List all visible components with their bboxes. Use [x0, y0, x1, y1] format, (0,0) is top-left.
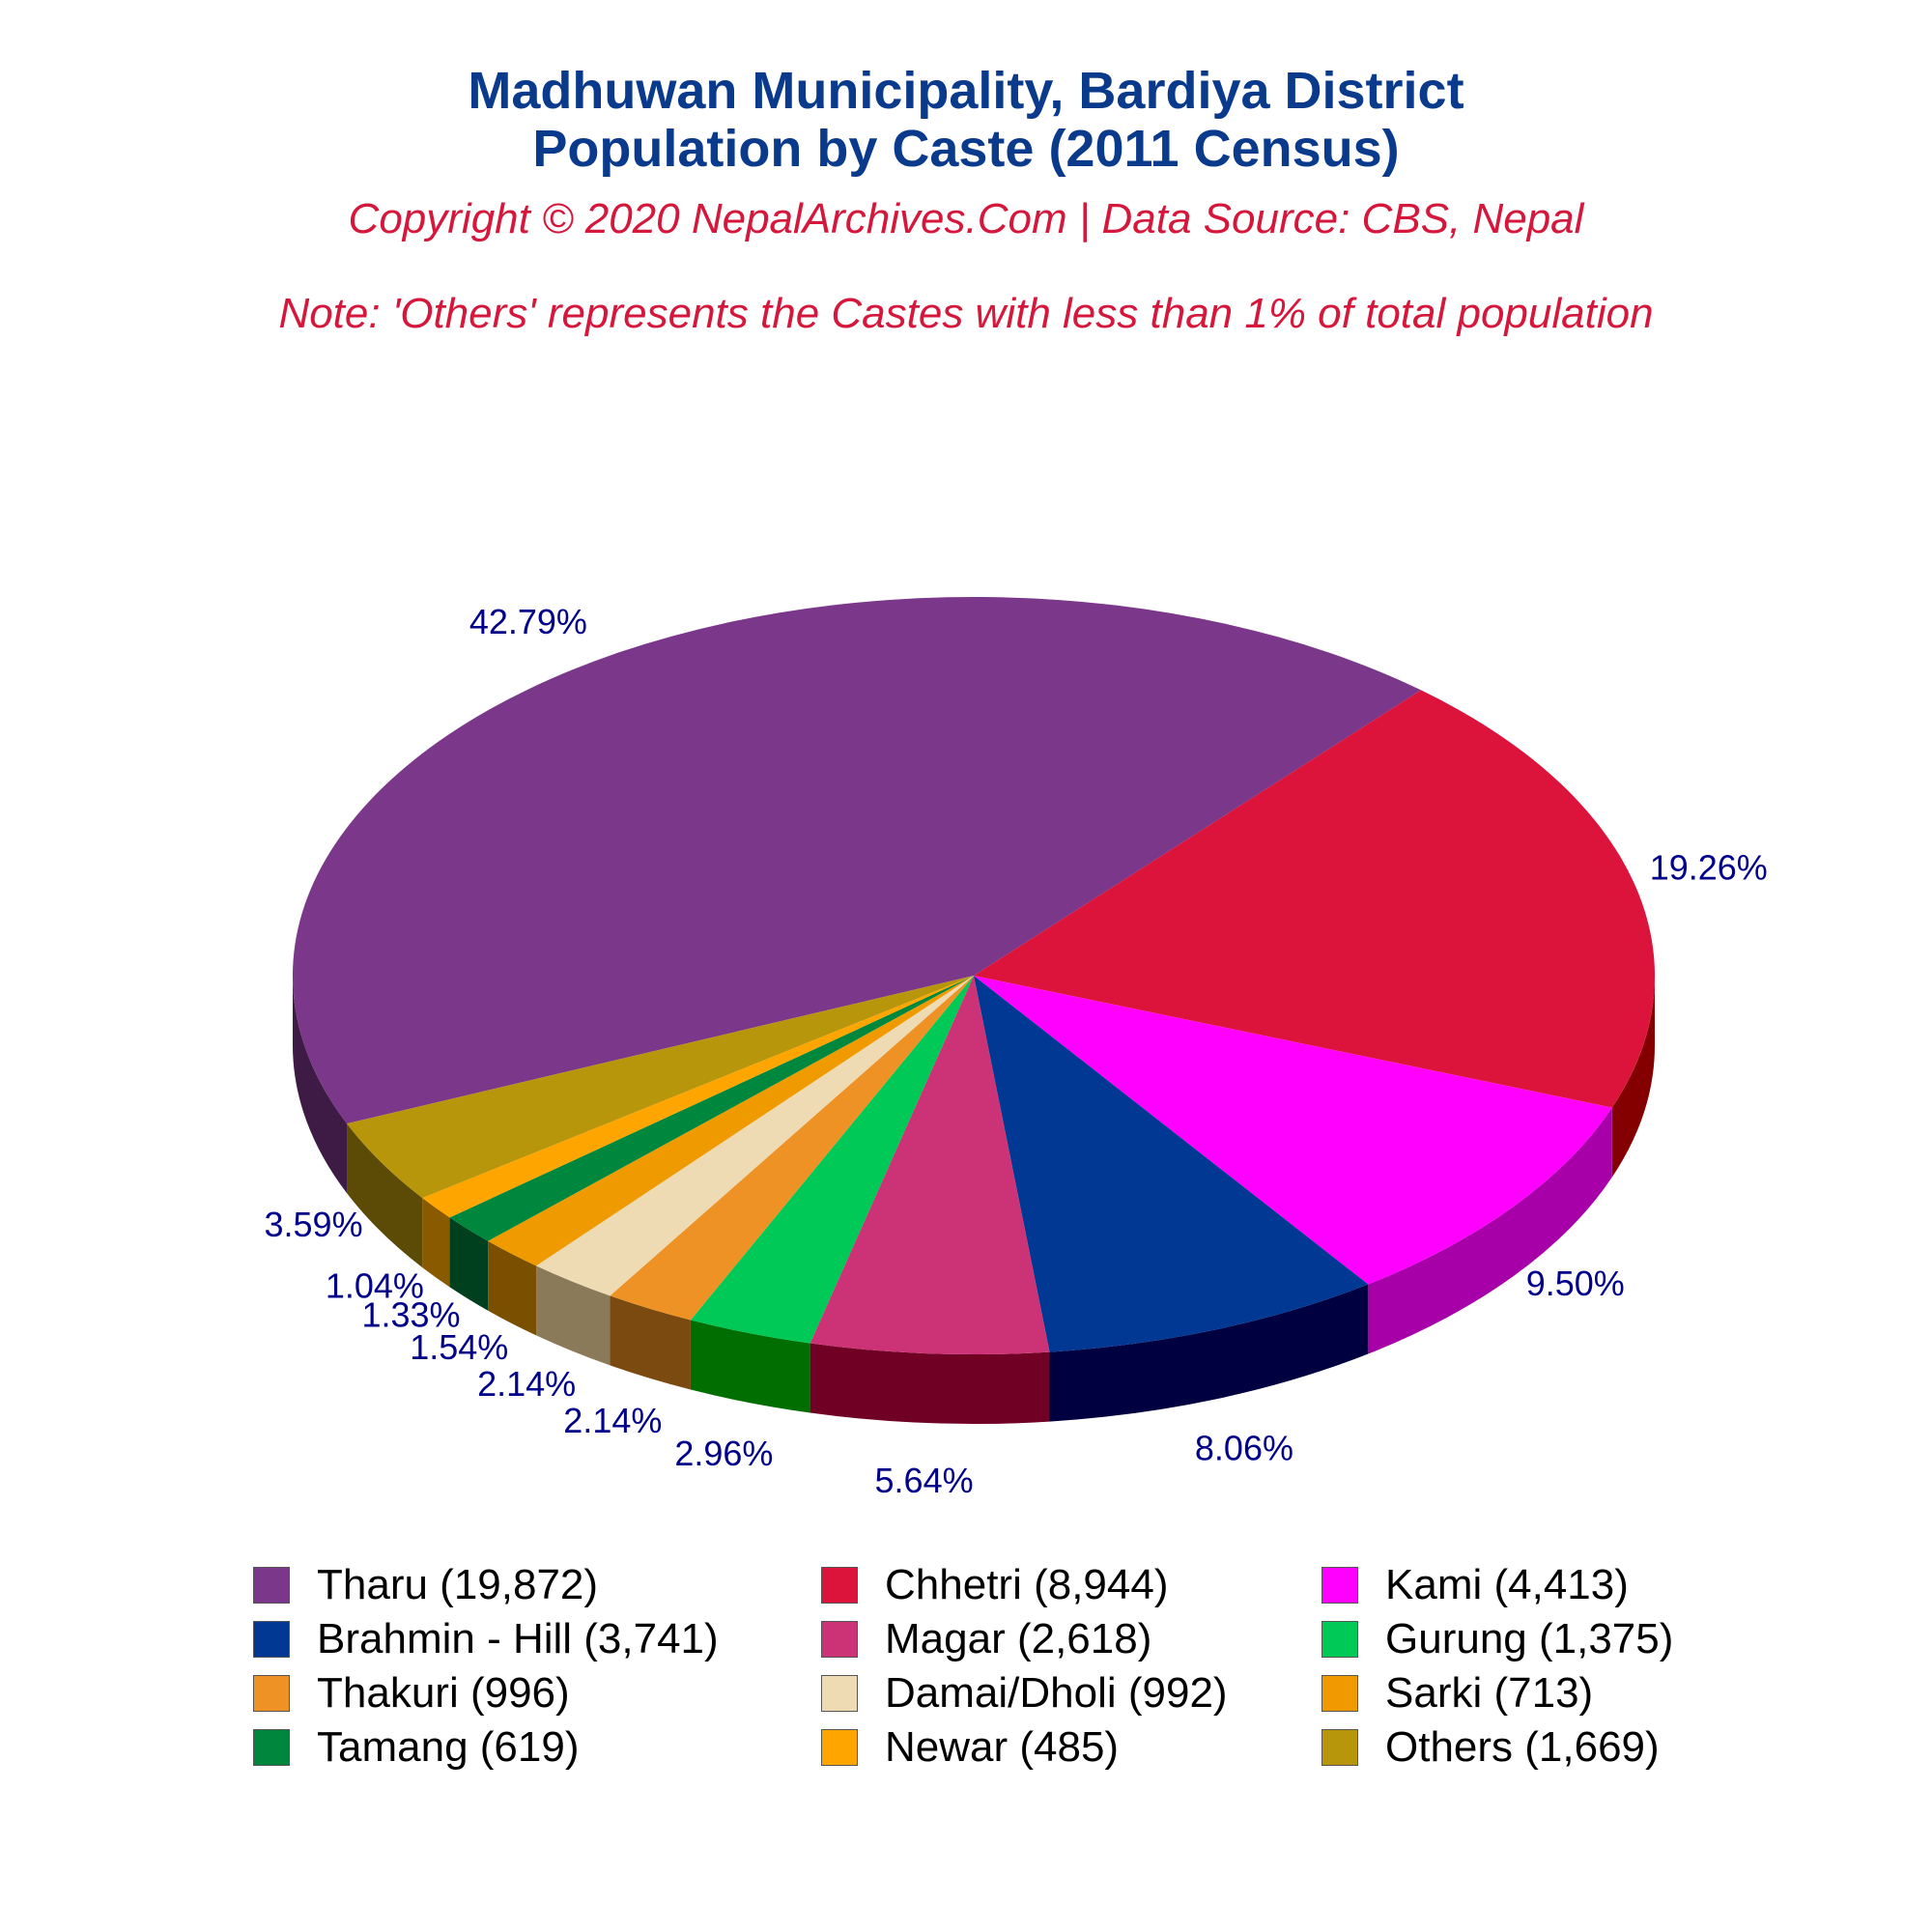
legend-swatch — [1321, 1621, 1358, 1658]
pie-side-damai-dholi — [536, 1265, 611, 1366]
pie-slice-magar — [810, 976, 1050, 1354]
legend-swatch — [1321, 1567, 1358, 1604]
pie-side-sarki — [488, 1240, 537, 1336]
pct-label-newar: 1.04% — [326, 1265, 424, 1305]
legend-swatch — [821, 1621, 858, 1658]
legend: Tharu (19,872) Chhetri (8,944) Kami (4,413… — [253, 1560, 1760, 1776]
pie-side-chhetri — [1611, 976, 1655, 1178]
pie-side-tharu — [293, 976, 348, 1194]
chart-subtitle: Copyright © 2020 NepalArchives.Com | Dat… — [348, 195, 1584, 242]
legend-item: Others (1,669) — [1321, 1722, 1660, 1773]
legend-label: Gurung (1,375) — [1385, 1615, 1674, 1662]
pie-slice-brahmin-hill — [974, 976, 1369, 1352]
legend-row: Brahmin - Hill (3,741) Magar (2,618) Gurun… — [253, 1614, 1760, 1668]
legend-swatch — [253, 1729, 290, 1766]
legend-swatch — [821, 1675, 858, 1712]
legend-label: Magar (2,618) — [885, 1615, 1152, 1662]
pie-slice-sarki — [488, 976, 974, 1266]
legend-label: Tharu (19,872) — [317, 1561, 599, 1608]
legend-swatch — [253, 1567, 290, 1604]
pie-slice-gurung — [690, 976, 974, 1344]
pie-slice-others — [347, 976, 974, 1199]
legend-swatch — [1321, 1675, 1358, 1712]
pct-label-magar: 5.64% — [875, 1461, 974, 1500]
legend-item: Magar (2,618) — [821, 1614, 1151, 1664]
pct-label-others: 3.59% — [265, 1205, 363, 1244]
pie-slice-tharu — [292, 597, 1422, 1124]
pct-label-gurung: 2.96% — [674, 1434, 773, 1473]
pct-label-sarki: 1.54% — [410, 1327, 508, 1367]
chart-note: Note: 'Others' represents the Castes wit… — [278, 290, 1654, 337]
pie-side-gurung — [690, 1320, 810, 1413]
legend-label: Thakuri (996) — [317, 1669, 570, 1717]
legend-item: Tamang (619) — [253, 1722, 579, 1773]
pie-slice-chhetri — [974, 690, 1655, 1108]
pie-slice-tamang — [449, 976, 975, 1241]
pie-slice-kami — [974, 976, 1612, 1285]
legend-item: Brahmin - Hill (3,741) — [253, 1614, 719, 1664]
chart-title-line-1: Madhuwan Municipality, Bardiya District — [468, 62, 1464, 120]
legend-label: Brahmin - Hill (3,741) — [317, 1615, 719, 1662]
pie-side-thakuri — [610, 1295, 691, 1390]
legend-label: Tamang (619) — [317, 1723, 580, 1771]
pie-side-magar — [810, 1343, 1050, 1424]
legend-swatch — [821, 1729, 858, 1766]
chart-title-line-2: Population by Caste (2011 Census) — [532, 120, 1400, 178]
pie-side-tamang — [449, 1217, 489, 1311]
pct-label-thakuri: 2.14% — [563, 1401, 662, 1440]
legend-item: Gurung (1,375) — [1321, 1614, 1673, 1664]
legend-swatch — [253, 1675, 290, 1712]
pie-slice-damai-dholi — [536, 976, 974, 1296]
legend-swatch — [1321, 1729, 1358, 1766]
pct-label-kami: 9.50% — [1526, 1264, 1625, 1303]
legend-label: Others (1,669) — [1385, 1723, 1660, 1771]
legend-item: Chhetri (8,944) — [821, 1560, 1168, 1610]
legend-item: Newar (485) — [821, 1722, 1119, 1773]
legend-item: Sarki (713) — [1321, 1668, 1593, 1719]
pie-side-others — [347, 1123, 423, 1268]
legend-row: Tharu (19,872) Chhetri (8,944) Kami (4,413… — [253, 1560, 1760, 1614]
legend-label: Newar (485) — [885, 1723, 1120, 1771]
pct-label-tharu: 42.79% — [469, 602, 587, 641]
legend-label: Damai/Dholi (992) — [885, 1669, 1228, 1717]
pie-slice-newar — [422, 976, 974, 1218]
pie-side-newar — [422, 1198, 450, 1288]
legend-row: Tamang (619) Newar (485) Others (1,669) — [253, 1722, 1760, 1776]
pie-side-brahmin-hill — [1049, 1284, 1369, 1422]
legend-label: Sarki (713) — [1385, 1669, 1594, 1717]
legend-row: Thakuri (996) Damai/Dholi (992) Sarki (713… — [253, 1668, 1760, 1722]
legend-item: Thakuri (996) — [253, 1668, 570, 1719]
legend-label: Kami (4,413) — [1385, 1561, 1629, 1608]
legend-item: Kami (4,413) — [1321, 1560, 1629, 1610]
pct-label-brahmin-hill: 8.06% — [1195, 1429, 1293, 1468]
pct-label-damai-dholi: 2.14% — [477, 1364, 576, 1404]
legend-swatch — [821, 1567, 858, 1604]
legend-item: Tharu (19,872) — [253, 1560, 598, 1610]
pct-label-tamang: 1.33% — [361, 1294, 460, 1334]
pie-side-kami — [1368, 1107, 1612, 1354]
pct-label-chhetri: 19.26% — [1650, 848, 1768, 888]
legend-label: Chhetri (8,944) — [885, 1561, 1169, 1608]
legend-swatch — [253, 1621, 290, 1658]
legend-item: Damai/Dholi (992) — [821, 1668, 1228, 1719]
pie-slice-thakuri — [610, 976, 974, 1321]
